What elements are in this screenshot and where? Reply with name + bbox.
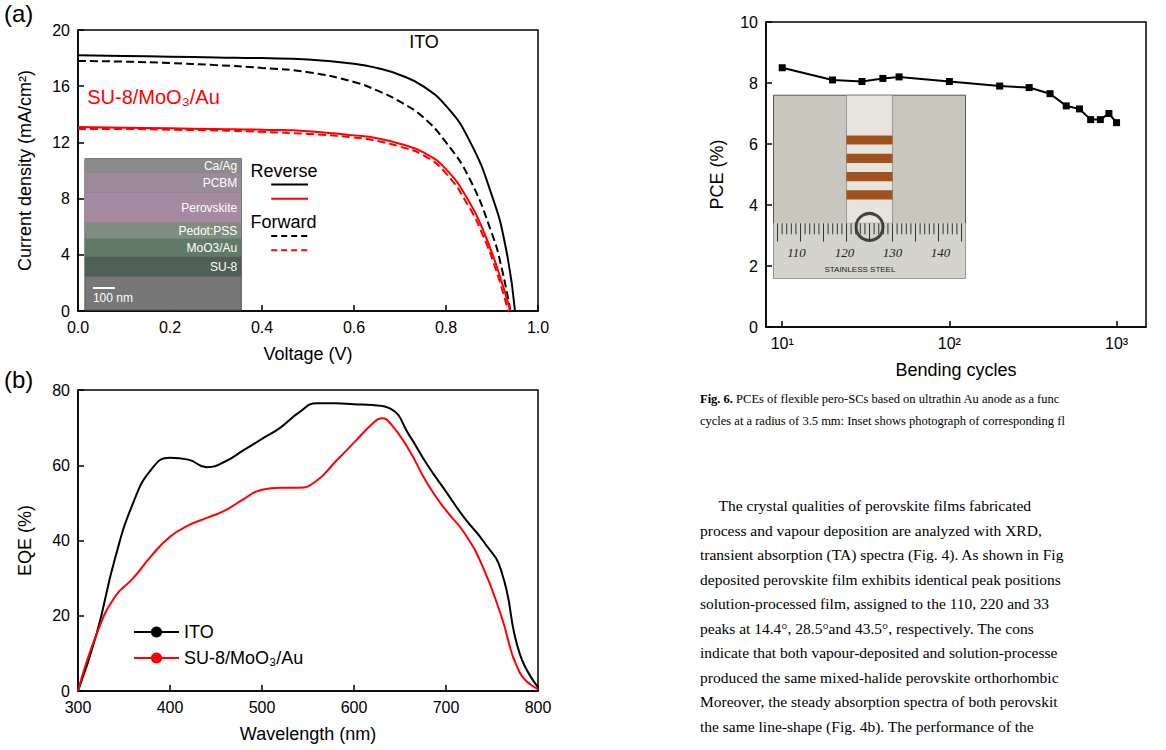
svg-text:0: 0	[61, 683, 70, 700]
svg-text:SU-8: SU-8	[210, 260, 238, 274]
svg-text:0: 0	[61, 303, 70, 320]
svg-text:0.6: 0.6	[343, 319, 365, 336]
html-text:cycles at a radius of 3.5 mm:: cycles at a radius of 3.5 mm: Inset show…	[700, 414, 1065, 428]
svg-text:Reverse: Reverse	[251, 161, 318, 181]
svg-text:Voltage (V): Voltage (V)	[263, 344, 352, 364]
svg-text:PCE (%): PCE (%)	[707, 139, 727, 209]
svg-text:110: 110	[787, 245, 806, 260]
svg-text:EQE (%): EQE (%)	[15, 505, 35, 576]
svg-text:0.8: 0.8	[435, 319, 457, 336]
svg-text:ITO: ITO	[409, 32, 439, 52]
html-text:solution-processed film, assig: solution-processed film, assigned to the…	[700, 595, 1049, 612]
svg-text:1.0: 1.0	[527, 319, 549, 336]
svg-text:Wavelength (nm): Wavelength (nm)	[240, 724, 376, 744]
svg-text:130: 130	[883, 245, 903, 260]
html-text:Moreover, the steady absorptio: Moreover, the steady absorption spectra …	[700, 693, 1058, 710]
svg-text:0.4: 0.4	[251, 319, 273, 336]
svg-text:2: 2	[749, 258, 758, 275]
svg-text:Pedot:PSS: Pedot:PSS	[179, 224, 238, 238]
svg-text:60: 60	[52, 457, 70, 474]
html-text:(b): (b)	[4, 366, 34, 393]
html-text:(a): (a)	[4, 0, 34, 27]
svg-text:100 nm: 100 nm	[93, 291, 133, 305]
svg-text:SU-8/MoO₃/Au: SU-8/MoO₃/Au	[87, 86, 220, 108]
svg-text:400: 400	[157, 699, 184, 716]
svg-text:0: 0	[749, 319, 758, 336]
svg-text:Forward: Forward	[251, 212, 317, 232]
svg-text:10: 10	[740, 14, 758, 31]
svg-text:700: 700	[433, 699, 460, 716]
svg-text:10²: 10²	[938, 335, 962, 352]
svg-text:500: 500	[249, 699, 276, 716]
svg-text:80: 80	[52, 382, 70, 399]
svg-text:10³: 10³	[1105, 335, 1129, 352]
svg-text:140: 140	[931, 245, 951, 260]
svg-text:STAINLESS STEEL: STAINLESS STEEL	[824, 265, 896, 274]
svg-text:ITO: ITO	[184, 622, 214, 642]
svg-text:300: 300	[65, 699, 92, 716]
svg-text:8: 8	[749, 75, 758, 92]
html-text:indicate that both vapour-depo: indicate that both vapour-deposited and …	[700, 644, 1058, 661]
html-text:Fig. 6. PCEs of flexible pero-: Fig. 6. PCEs of flexible pero-SCs based …	[700, 392, 1060, 406]
html-text:The crystal qualities of perov: The crystal qualities of perovskite film…	[718, 497, 1032, 514]
svg-text:20: 20	[52, 22, 70, 39]
svg-text:4: 4	[749, 197, 758, 214]
svg-text:Ca/Ag: Ca/Ag	[204, 159, 237, 173]
svg-text:120: 120	[835, 245, 855, 260]
svg-text:Perovskite: Perovskite	[181, 201, 237, 215]
svg-text:8: 8	[61, 190, 70, 207]
svg-text:MoO3/Au: MoO3/Au	[187, 241, 238, 255]
html-text:produced the same mixed-halide: produced the same mixed-halide perovskit…	[700, 668, 1059, 686]
html-text:process and vapour deposition: process and vapour deposition are analyz…	[700, 521, 1042, 539]
svg-text:600: 600	[341, 699, 368, 716]
svg-text:PCBM: PCBM	[203, 176, 238, 190]
svg-text:Current density (mA/cm²): Current density (mA/cm²)	[15, 70, 35, 271]
svg-text:16: 16	[52, 78, 70, 95]
html-text:the same line-shape (Fig. 4b).: the same line-shape (Fig. 4b). The perfo…	[700, 717, 1034, 735]
svg-text:10¹: 10¹	[771, 335, 794, 352]
svg-text:12: 12	[52, 134, 70, 151]
html-text:deposited perovskite film exhi: deposited perovskite film exhibits ident…	[700, 570, 1061, 588]
svg-text:0.2: 0.2	[159, 319, 181, 336]
svg-text:4: 4	[61, 246, 70, 263]
svg-text:6: 6	[749, 136, 758, 153]
html-text:transient absorption (TA) spec: transient absorption (TA) spectra (Fig. …	[700, 546, 1064, 563]
svg-text:SU-8/MoO₃/Au: SU-8/MoO₃/Au	[184, 648, 303, 668]
svg-text:Bending cycles: Bending cycles	[895, 360, 1016, 380]
svg-text:40: 40	[52, 532, 70, 549]
svg-text:800: 800	[525, 699, 552, 716]
svg-text:0.0: 0.0	[67, 319, 89, 336]
html-text:peaks at 14.4°, 28.5°and 43.5°: peaks at 14.4°, 28.5°and 43.5°, respecti…	[700, 619, 1034, 637]
svg-text:20: 20	[52, 607, 70, 624]
